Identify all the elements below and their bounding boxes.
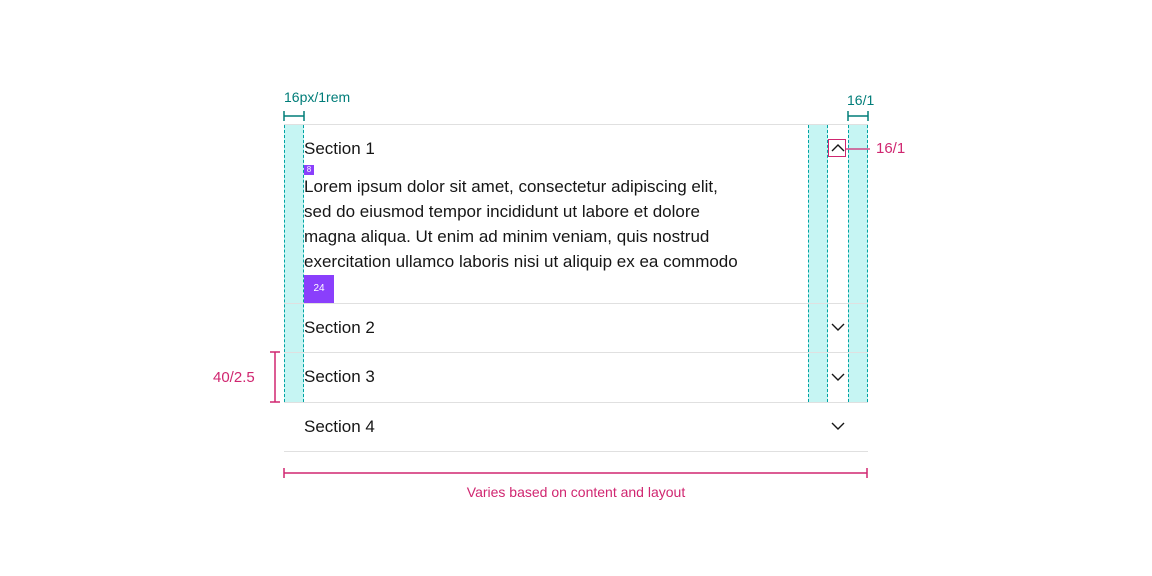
chevron-down-icon[interactable] xyxy=(831,322,845,332)
left-padding-label: 16px/1rem xyxy=(284,89,351,105)
width-bracket xyxy=(283,468,868,478)
divider-3 xyxy=(284,402,868,403)
body-line-1: Lorem ipsum dolor sit amet, consectetur … xyxy=(304,177,718,196)
left-padding-column xyxy=(284,125,304,402)
divider-1 xyxy=(284,303,868,304)
divider-top xyxy=(284,124,868,125)
divider-bottom xyxy=(284,451,868,452)
spacing-24-marker: 24 xyxy=(304,275,334,303)
icon-size-leader xyxy=(846,148,870,150)
chevron-down-icon[interactable] xyxy=(831,372,845,382)
width-note: Varies based on content and layout xyxy=(466,484,686,500)
row-height-bracket xyxy=(270,351,280,403)
accordion-section-2-title[interactable]: Section 2 xyxy=(304,318,375,337)
accordion-section-3-title[interactable]: Section 3 xyxy=(304,367,375,386)
accordion-section-1-title[interactable]: Section 1 xyxy=(304,139,375,158)
right-padding-column xyxy=(848,125,868,402)
body-line-4: exercitation ullamco laboris nisi ut ali… xyxy=(304,252,738,271)
icon-gap-column xyxy=(808,125,828,402)
body-line-3: magna aliqua. Ut enim ad minim veniam, q… xyxy=(304,227,710,246)
left-padding-bracket xyxy=(283,111,305,121)
chevron-down-icon[interactable] xyxy=(831,421,845,431)
row-height-label: 40/2.5 xyxy=(213,369,255,386)
body-line-2: sed do eiusmod tempor incididunt ut labo… xyxy=(304,202,700,221)
icon-size-label: 16/1 xyxy=(876,140,906,157)
chevron-up-icon[interactable] xyxy=(831,143,845,153)
accordion-section-4-title[interactable]: Section 4 xyxy=(304,417,375,436)
right-padding-label: 16/1 xyxy=(847,92,875,108)
divider-2 xyxy=(284,352,868,353)
chevron-up-icon-frame xyxy=(828,139,846,157)
spacing-8-marker: 8 xyxy=(304,165,314,175)
section-1-body: Lorem ipsum dolor sit amet, consectetur … xyxy=(304,174,784,274)
right-padding-bracket xyxy=(847,111,869,121)
